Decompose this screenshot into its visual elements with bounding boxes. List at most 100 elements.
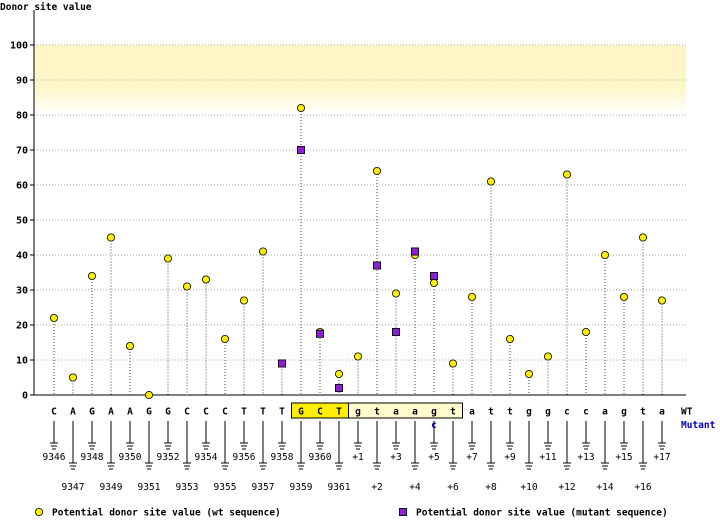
mutant-point [334,383,343,392]
wt-point [258,247,267,256]
nucleotide: a [659,407,665,418]
position-label: +4 [409,482,421,493]
wt-point [391,289,400,298]
nucleotide: A [108,407,114,418]
position-label: +8 [485,482,497,493]
wt-point [182,282,191,291]
y-tick-label: 50 [16,216,28,227]
position-label: 9355 [214,482,237,493]
nucleotide: C [203,407,209,418]
nucleotide: g [621,407,627,418]
grid-layer: 0 10 20 30 40 50 60 70 80 90 100 [10,10,686,402]
position-label: +1 [352,452,364,463]
position-label: 9346 [43,452,66,463]
position-label: +9 [504,452,516,463]
nucleotide: G [146,407,152,418]
wt-point [448,359,457,368]
legend-wt-marker [35,507,44,516]
nucleotide: a [393,407,399,418]
nucleotide: C [51,407,57,418]
nucleotide: t [374,407,380,418]
wt-point [620,292,629,301]
position-label: +5 [428,452,439,463]
legend: Potential donor site value (wt sequence)… [35,507,668,519]
legend-mutant-marker [398,507,407,516]
wt-point [467,292,476,301]
markers-layer [50,104,667,399]
y-tick-label: 10 [16,356,28,367]
nucleotide: T [260,407,266,418]
legend-mutant-label: Potential donor site value (mutant seque… [416,508,668,519]
mutant-point [296,145,305,154]
nucleotide: A [70,407,76,418]
nucleotide: g [545,407,551,418]
position-label: +6 [447,482,459,493]
position-label: 9360 [309,452,332,463]
nucleotide: T [279,407,285,418]
nucleotide: c [564,407,570,418]
nucleotide: g [526,407,532,418]
position-label: +17 [653,452,670,463]
wt-point [486,177,495,186]
y-tick-label: 90 [16,76,28,87]
nucleotide: T [336,407,342,418]
sequence-layer: C 9346 A 9347 G 9348 A 9349 A 9350 G 9351 G 9352 C 9353… [43,402,715,493]
wt-point [658,296,667,305]
nucleotide: t [640,407,646,418]
wt-point [353,352,362,361]
mutant-point [315,329,324,338]
position-label: +14 [596,482,613,493]
wt-point [563,170,572,179]
nucleotide: a [469,407,475,418]
nucleotide: g [431,407,437,418]
nucleotide: c [583,407,589,418]
y-tick-label: 40 [16,251,28,262]
wt-point [50,313,59,322]
wt-point [582,327,591,336]
wt-point [525,369,534,378]
wt-row-label: WT [681,407,693,418]
nucleotide: C [317,407,323,418]
position-label: 9348 [81,452,104,463]
mutant-point [372,261,381,270]
nucleotide: T [241,407,247,418]
position-label: +3 [390,452,401,463]
wt-point [296,104,305,113]
intron-box [348,402,463,419]
nucleotide: A [127,407,133,418]
y-tick-label: 20 [16,321,28,332]
position-label: +10 [520,482,537,493]
position-label: 9349 [100,482,123,493]
nucleotide: a [412,407,418,418]
wt-point [107,233,116,242]
y-tick-label: 60 [16,181,28,192]
nucleotide: G [165,407,171,418]
wt-point [144,390,153,399]
position-label: +11 [539,452,556,463]
nucleotide: t [507,407,513,418]
nucleotide: G [298,407,304,418]
y-tick-label: 100 [10,41,28,52]
position-label: 9358 [271,452,294,463]
stems-layer [53,108,663,395]
wt-point [88,271,97,280]
wt-point [220,334,229,343]
y-tick-label: 80 [16,111,28,122]
position-label: 9352 [157,452,180,463]
mutant-point [410,247,419,256]
wt-point [544,352,553,361]
y-tick-label: 0 [22,391,28,402]
wt-point [429,278,438,287]
position-label: +13 [577,452,594,463]
position-label: 9361 [328,482,351,493]
nucleotide: C [222,407,228,418]
wt-point [239,296,248,305]
position-label: 9353 [176,482,199,493]
wt-point [505,334,514,343]
position-label: 9356 [233,452,256,463]
position-label: +7 [466,452,477,463]
nucleotide: a [602,407,608,418]
threshold-band [34,45,686,115]
position-label: +12 [558,482,575,493]
